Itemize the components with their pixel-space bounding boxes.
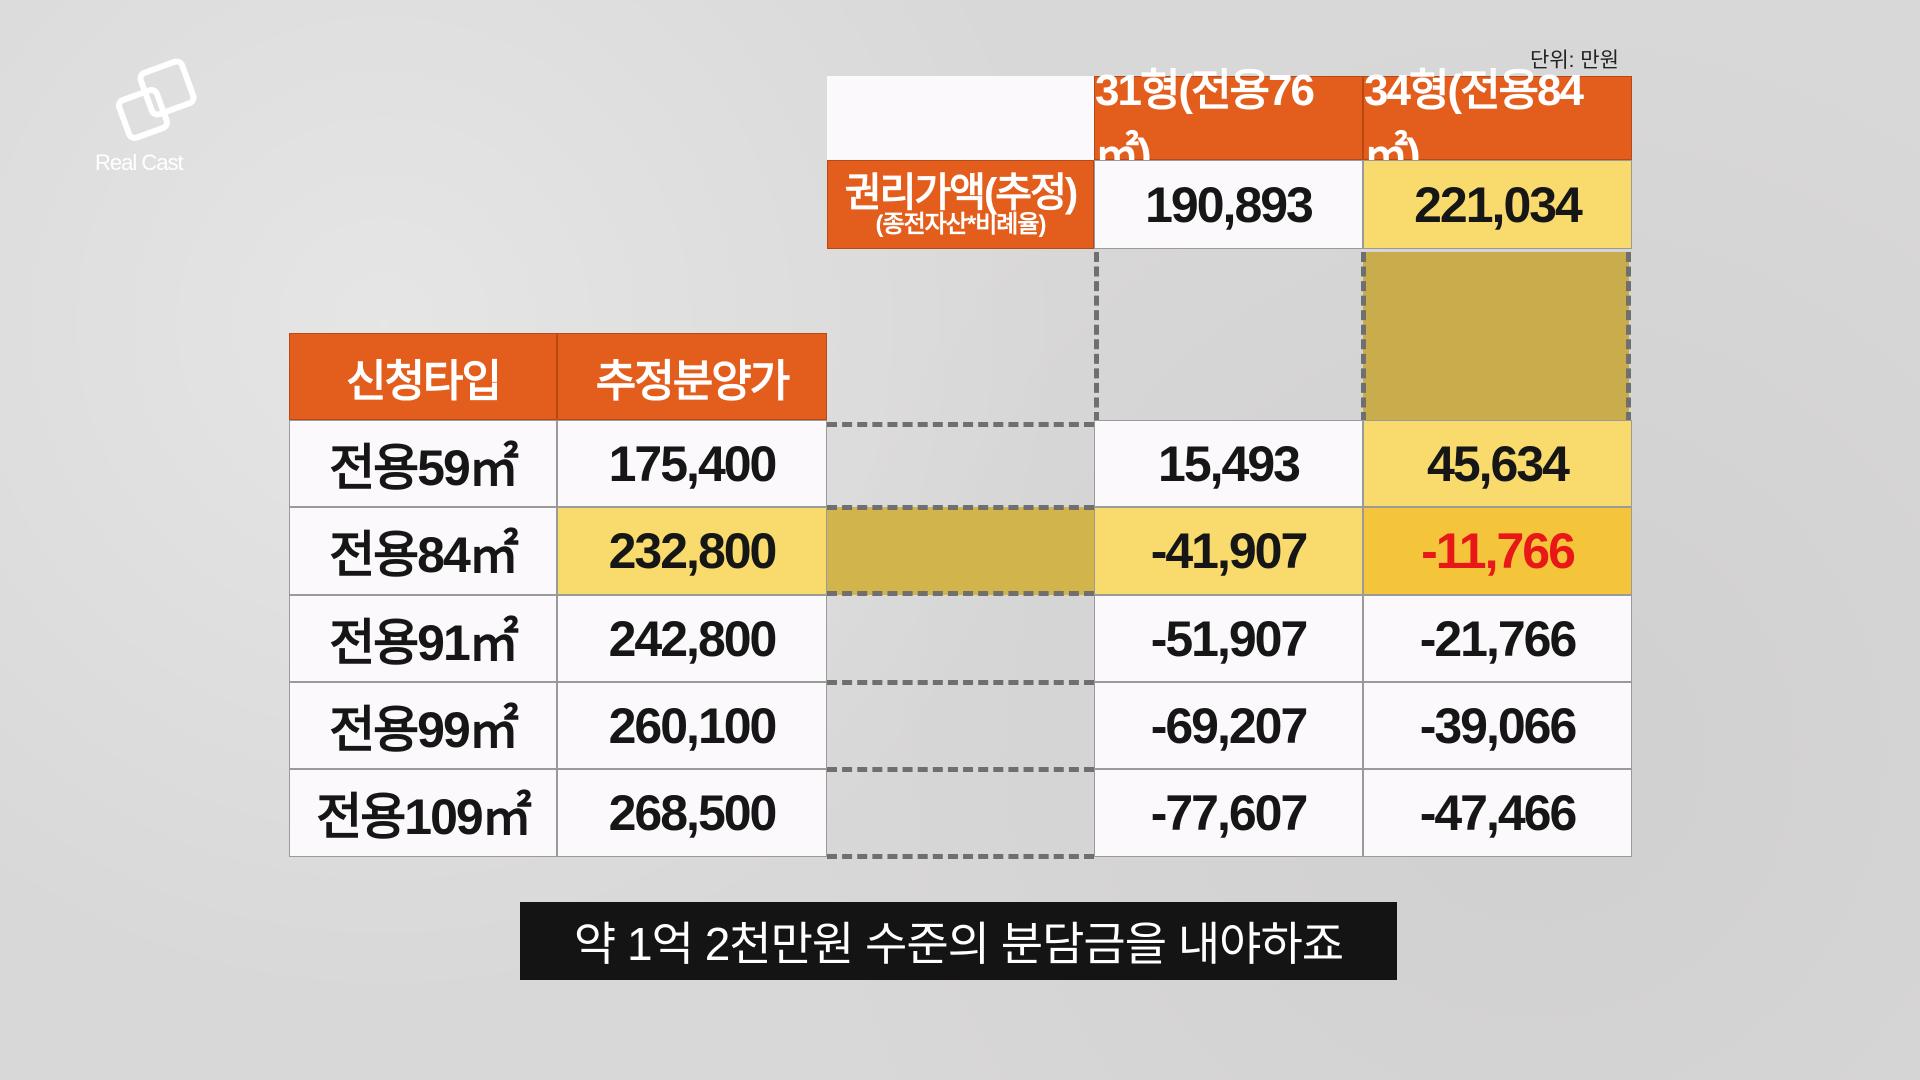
row-contribution-34: 45,634: [1363, 420, 1632, 507]
top-table-corner: [827, 76, 1094, 160]
dashed-line: [1626, 252, 1631, 422]
dashed-line: [1094, 252, 1099, 422]
row-type: 전용109㎡: [289, 769, 557, 857]
row-price: 242,800: [557, 595, 827, 682]
dashed-line: [827, 767, 1094, 772]
dashed-line: [1361, 252, 1366, 422]
dashed-line: [827, 680, 1094, 685]
row-contribution-31: -41,907: [1094, 507, 1363, 595]
subtitle-caption: 약 1억 2천만원 수준의 분담금을 내야하죠: [520, 902, 1397, 980]
row-type: 전용59㎡: [289, 420, 557, 507]
header-34-type: 34형(전용84㎡): [1363, 66, 1632, 179]
row-price: 232,800: [557, 507, 827, 595]
row-price: 268,500: [557, 769, 827, 857]
realcast-logo: Real Cast: [95, 58, 215, 175]
row-type: 전용99㎡: [289, 682, 557, 769]
dashed-line: [827, 505, 1094, 510]
row-contribution-31: -77,607: [1094, 769, 1363, 857]
unit-label: 단위: 만원: [1530, 49, 1619, 72]
dashed-line: [827, 591, 1094, 596]
rights-value-34: 221,034: [1363, 160, 1632, 249]
row-contribution-31: -69,207: [1094, 682, 1363, 769]
dashed-line: [827, 422, 1094, 427]
row-price: 175,400: [557, 420, 827, 507]
header-estimated-price: 추정분양가: [557, 333, 827, 420]
row-price: 260,100: [557, 682, 827, 769]
logo-text: Real Cast: [95, 150, 184, 175]
dashed-line: [827, 854, 1094, 859]
row-contribution-34: -39,066: [1363, 682, 1632, 769]
row-contribution-34: -47,466: [1363, 769, 1632, 857]
rights-value-subtitle: (종전자산*비례율): [875, 210, 1047, 238]
row-contribution-34: -11,766: [1363, 507, 1632, 595]
row-contribution-31: 15,493: [1094, 420, 1363, 507]
row-type: 전용91㎡: [289, 595, 557, 682]
row-contribution-34: -21,766: [1363, 595, 1632, 682]
row-contribution-31: -51,907: [1094, 595, 1363, 682]
header-apply-type: 신청타입: [289, 333, 557, 420]
rights-value-label: 권리가액(추정) (종전자산*비례율): [827, 160, 1094, 249]
logo-squares-icon: [116, 58, 197, 141]
row-type: 전용84㎡: [289, 507, 557, 595]
highlight-connector-84: [827, 507, 1094, 595]
highlight-connector-34: [1363, 252, 1629, 422]
rights-value-31: 190,893: [1094, 160, 1363, 249]
rights-value-title: 권리가액(추정): [844, 170, 1078, 215]
header-31-type: 31형(전용76㎡): [1094, 66, 1363, 179]
